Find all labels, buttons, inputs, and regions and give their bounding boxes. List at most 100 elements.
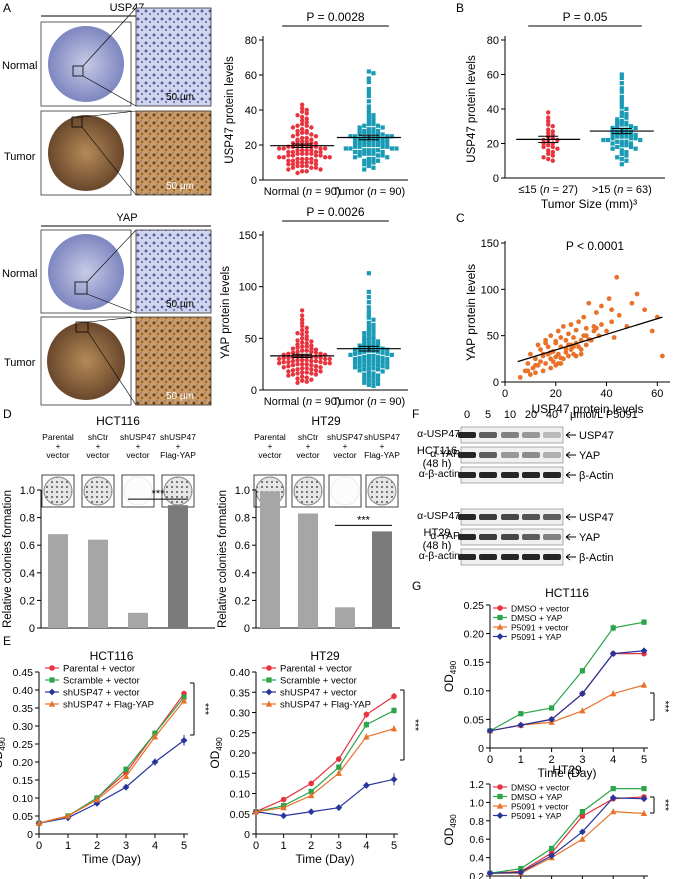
y-tick-label: 0.8 bbox=[469, 816, 484, 828]
data-point bbox=[362, 380, 367, 385]
legend-label: shUSP47 + vector bbox=[280, 688, 357, 699]
data-point bbox=[619, 72, 624, 77]
data-point bbox=[299, 366, 305, 371]
data-point bbox=[290, 134, 296, 139]
x-category-label: Normal (n = 90) bbox=[264, 186, 341, 198]
data-marker bbox=[64, 812, 72, 819]
data-point bbox=[599, 322, 604, 327]
y-tick-label: 0.35 bbox=[230, 687, 251, 699]
data-point bbox=[366, 315, 371, 320]
data-point bbox=[362, 151, 367, 156]
data-point bbox=[371, 139, 376, 144]
data-point bbox=[276, 155, 282, 160]
arrow-icon bbox=[565, 553, 576, 561]
cell-line-label: HT29 bbox=[424, 527, 451, 539]
data-point bbox=[533, 356, 538, 362]
data-point bbox=[357, 350, 362, 355]
x-tick-label: 2 bbox=[308, 840, 314, 852]
data-point bbox=[380, 125, 385, 130]
data-marker bbox=[497, 605, 503, 611]
data-point bbox=[309, 137, 314, 142]
y-tick-label: 0.8 bbox=[20, 513, 35, 525]
legend-label: DMSO + YAP bbox=[511, 792, 563, 802]
category-label-part: n bbox=[306, 186, 312, 198]
data-marker bbox=[517, 721, 525, 729]
x-tick-label: 3 bbox=[579, 754, 585, 766]
data-point bbox=[624, 131, 629, 136]
data-point bbox=[281, 155, 286, 160]
category-label-part: >15 ( bbox=[592, 184, 618, 196]
data-point bbox=[304, 130, 309, 135]
data-point bbox=[619, 122, 624, 127]
data-point bbox=[290, 358, 296, 364]
data-point bbox=[533, 370, 538, 376]
condition-label: shCtr bbox=[88, 432, 108, 442]
data-point bbox=[576, 319, 582, 325]
data-point bbox=[366, 370, 371, 375]
data-point bbox=[619, 113, 624, 118]
x-tick-label: 20 bbox=[550, 388, 562, 400]
data-marker bbox=[518, 711, 524, 717]
data-point bbox=[352, 144, 358, 149]
data-point bbox=[295, 330, 300, 336]
data-point bbox=[543, 361, 549, 366]
data-point bbox=[318, 351, 323, 357]
data-point bbox=[548, 333, 554, 339]
data-point bbox=[357, 364, 362, 369]
data-marker bbox=[265, 688, 273, 696]
data-marker bbox=[48, 700, 56, 707]
chart-b-tumor-size-scatter: 0 20 40 60 80 P = 0.05 USP47 protein levels ≤15… bbox=[466, 10, 665, 211]
data-point bbox=[366, 320, 371, 325]
antibody-label: α-β-actin bbox=[419, 468, 460, 480]
y-tick-label: 60 bbox=[245, 70, 257, 82]
condition-label: vector bbox=[258, 450, 281, 460]
series-line bbox=[38, 739, 185, 824]
arrow-icon bbox=[565, 431, 576, 439]
y-axis-label: OD490 bbox=[208, 737, 224, 769]
blot-band bbox=[458, 514, 476, 520]
x-tick-label: 5 bbox=[181, 840, 187, 852]
condition-label: Parental bbox=[254, 432, 286, 442]
y-tick-label: 0.05 bbox=[464, 714, 485, 726]
data-point bbox=[362, 158, 367, 163]
data-point bbox=[309, 358, 314, 364]
data-point bbox=[566, 353, 571, 359]
data-point bbox=[366, 99, 371, 104]
series-line bbox=[489, 787, 644, 874]
protein-label: YAP bbox=[579, 532, 600, 544]
data-marker bbox=[609, 794, 617, 802]
data-point bbox=[318, 149, 323, 155]
data-point bbox=[366, 362, 371, 367]
chart-a-usp47-scatter: 0 20 40 60 80 P = 0.0028 USP47 protein levels N… bbox=[224, 10, 408, 198]
data-point bbox=[299, 340, 305, 345]
y-tick-label: 0.30 bbox=[230, 708, 251, 720]
data-point bbox=[299, 317, 305, 322]
chart-title: HT29 bbox=[552, 763, 582, 777]
category-label-part: n bbox=[617, 184, 623, 196]
data-point bbox=[313, 153, 319, 158]
data-point bbox=[573, 327, 579, 333]
data-point bbox=[290, 363, 296, 368]
panel-letter-b: B bbox=[456, 1, 464, 15]
data-point bbox=[371, 160, 376, 165]
colony-well bbox=[83, 476, 113, 506]
data-point bbox=[366, 374, 371, 379]
data-point bbox=[366, 163, 371, 169]
data-point bbox=[525, 368, 531, 374]
y-tick-label: 1.2 bbox=[469, 779, 484, 791]
data-point bbox=[295, 342, 300, 347]
category-label-part: n bbox=[306, 396, 312, 408]
data-marker bbox=[579, 809, 585, 815]
protein-label: YAP bbox=[579, 450, 600, 462]
blot-band bbox=[522, 472, 540, 478]
blot-band bbox=[543, 514, 561, 520]
data-point bbox=[371, 371, 376, 376]
y-tick-label: 0 bbox=[244, 829, 250, 841]
data-point bbox=[322, 360, 328, 366]
data-point bbox=[286, 162, 291, 167]
ihc-row-label-tumor-2: Tumor bbox=[4, 357, 36, 369]
y-tick-label: 0.2 bbox=[235, 595, 250, 607]
data-point bbox=[295, 357, 300, 363]
data-point bbox=[517, 374, 523, 380]
data-point bbox=[313, 149, 319, 155]
